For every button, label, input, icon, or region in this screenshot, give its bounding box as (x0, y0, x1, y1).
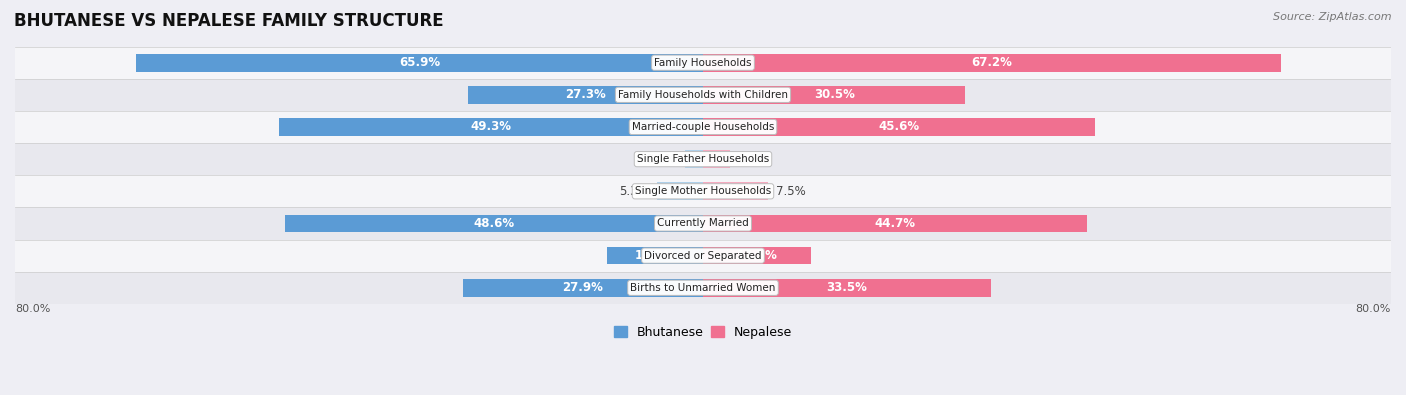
Bar (285, 214, 703, 232)
Text: 27.3%: 27.3% (565, 88, 606, 102)
Bar (703, 279, 991, 297)
Text: Divorced or Separated: Divorced or Separated (644, 250, 762, 261)
Text: 27.9%: 27.9% (562, 281, 603, 294)
Text: Single Father Households: Single Father Households (637, 154, 769, 164)
Bar (136, 54, 703, 71)
Bar (278, 118, 703, 136)
Bar (15, 272, 1391, 304)
Text: 65.9%: 65.9% (399, 56, 440, 69)
Bar (606, 247, 703, 265)
Bar (658, 182, 703, 200)
Text: 33.5%: 33.5% (827, 281, 868, 294)
Bar (468, 86, 703, 103)
Bar (685, 150, 703, 168)
Bar (463, 279, 703, 297)
Legend: Bhutanese, Nepalese: Bhutanese, Nepalese (609, 321, 797, 344)
Bar (703, 182, 768, 200)
Bar (15, 47, 1391, 79)
Text: Family Households: Family Households (654, 58, 752, 68)
Bar (15, 175, 1391, 207)
Bar (703, 247, 810, 265)
Text: 3.1%: 3.1% (738, 152, 768, 166)
Text: 80.0%: 80.0% (15, 304, 51, 314)
Text: 7.5%: 7.5% (776, 185, 806, 198)
Text: 12.5%: 12.5% (737, 249, 778, 262)
Text: 80.0%: 80.0% (1355, 304, 1391, 314)
Bar (703, 54, 1281, 71)
Bar (15, 79, 1391, 111)
Text: 49.3%: 49.3% (471, 120, 512, 134)
Bar (703, 118, 1095, 136)
Text: 5.3%: 5.3% (619, 185, 648, 198)
Text: BHUTANESE VS NEPALESE FAMILY STRUCTURE: BHUTANESE VS NEPALESE FAMILY STRUCTURE (14, 12, 444, 30)
Text: 11.2%: 11.2% (634, 249, 675, 262)
Bar (703, 150, 730, 168)
Text: 67.2%: 67.2% (972, 56, 1012, 69)
Bar (703, 86, 966, 103)
Bar (15, 207, 1391, 239)
Bar (15, 143, 1391, 175)
Bar (15, 111, 1391, 143)
Text: 48.6%: 48.6% (474, 217, 515, 230)
Text: Family Households with Children: Family Households with Children (619, 90, 787, 100)
Text: 45.6%: 45.6% (879, 120, 920, 134)
Text: Married-couple Households: Married-couple Households (631, 122, 775, 132)
Text: Currently Married: Currently Married (657, 218, 749, 228)
Text: Births to Unmarried Women: Births to Unmarried Women (630, 283, 776, 293)
Text: 2.1%: 2.1% (647, 152, 676, 166)
Text: Single Mother Households: Single Mother Households (636, 186, 770, 196)
Text: 44.7%: 44.7% (875, 217, 915, 230)
Bar (703, 214, 1087, 232)
Bar (15, 239, 1391, 272)
Text: 30.5%: 30.5% (814, 88, 855, 102)
Text: Source: ZipAtlas.com: Source: ZipAtlas.com (1274, 12, 1392, 22)
